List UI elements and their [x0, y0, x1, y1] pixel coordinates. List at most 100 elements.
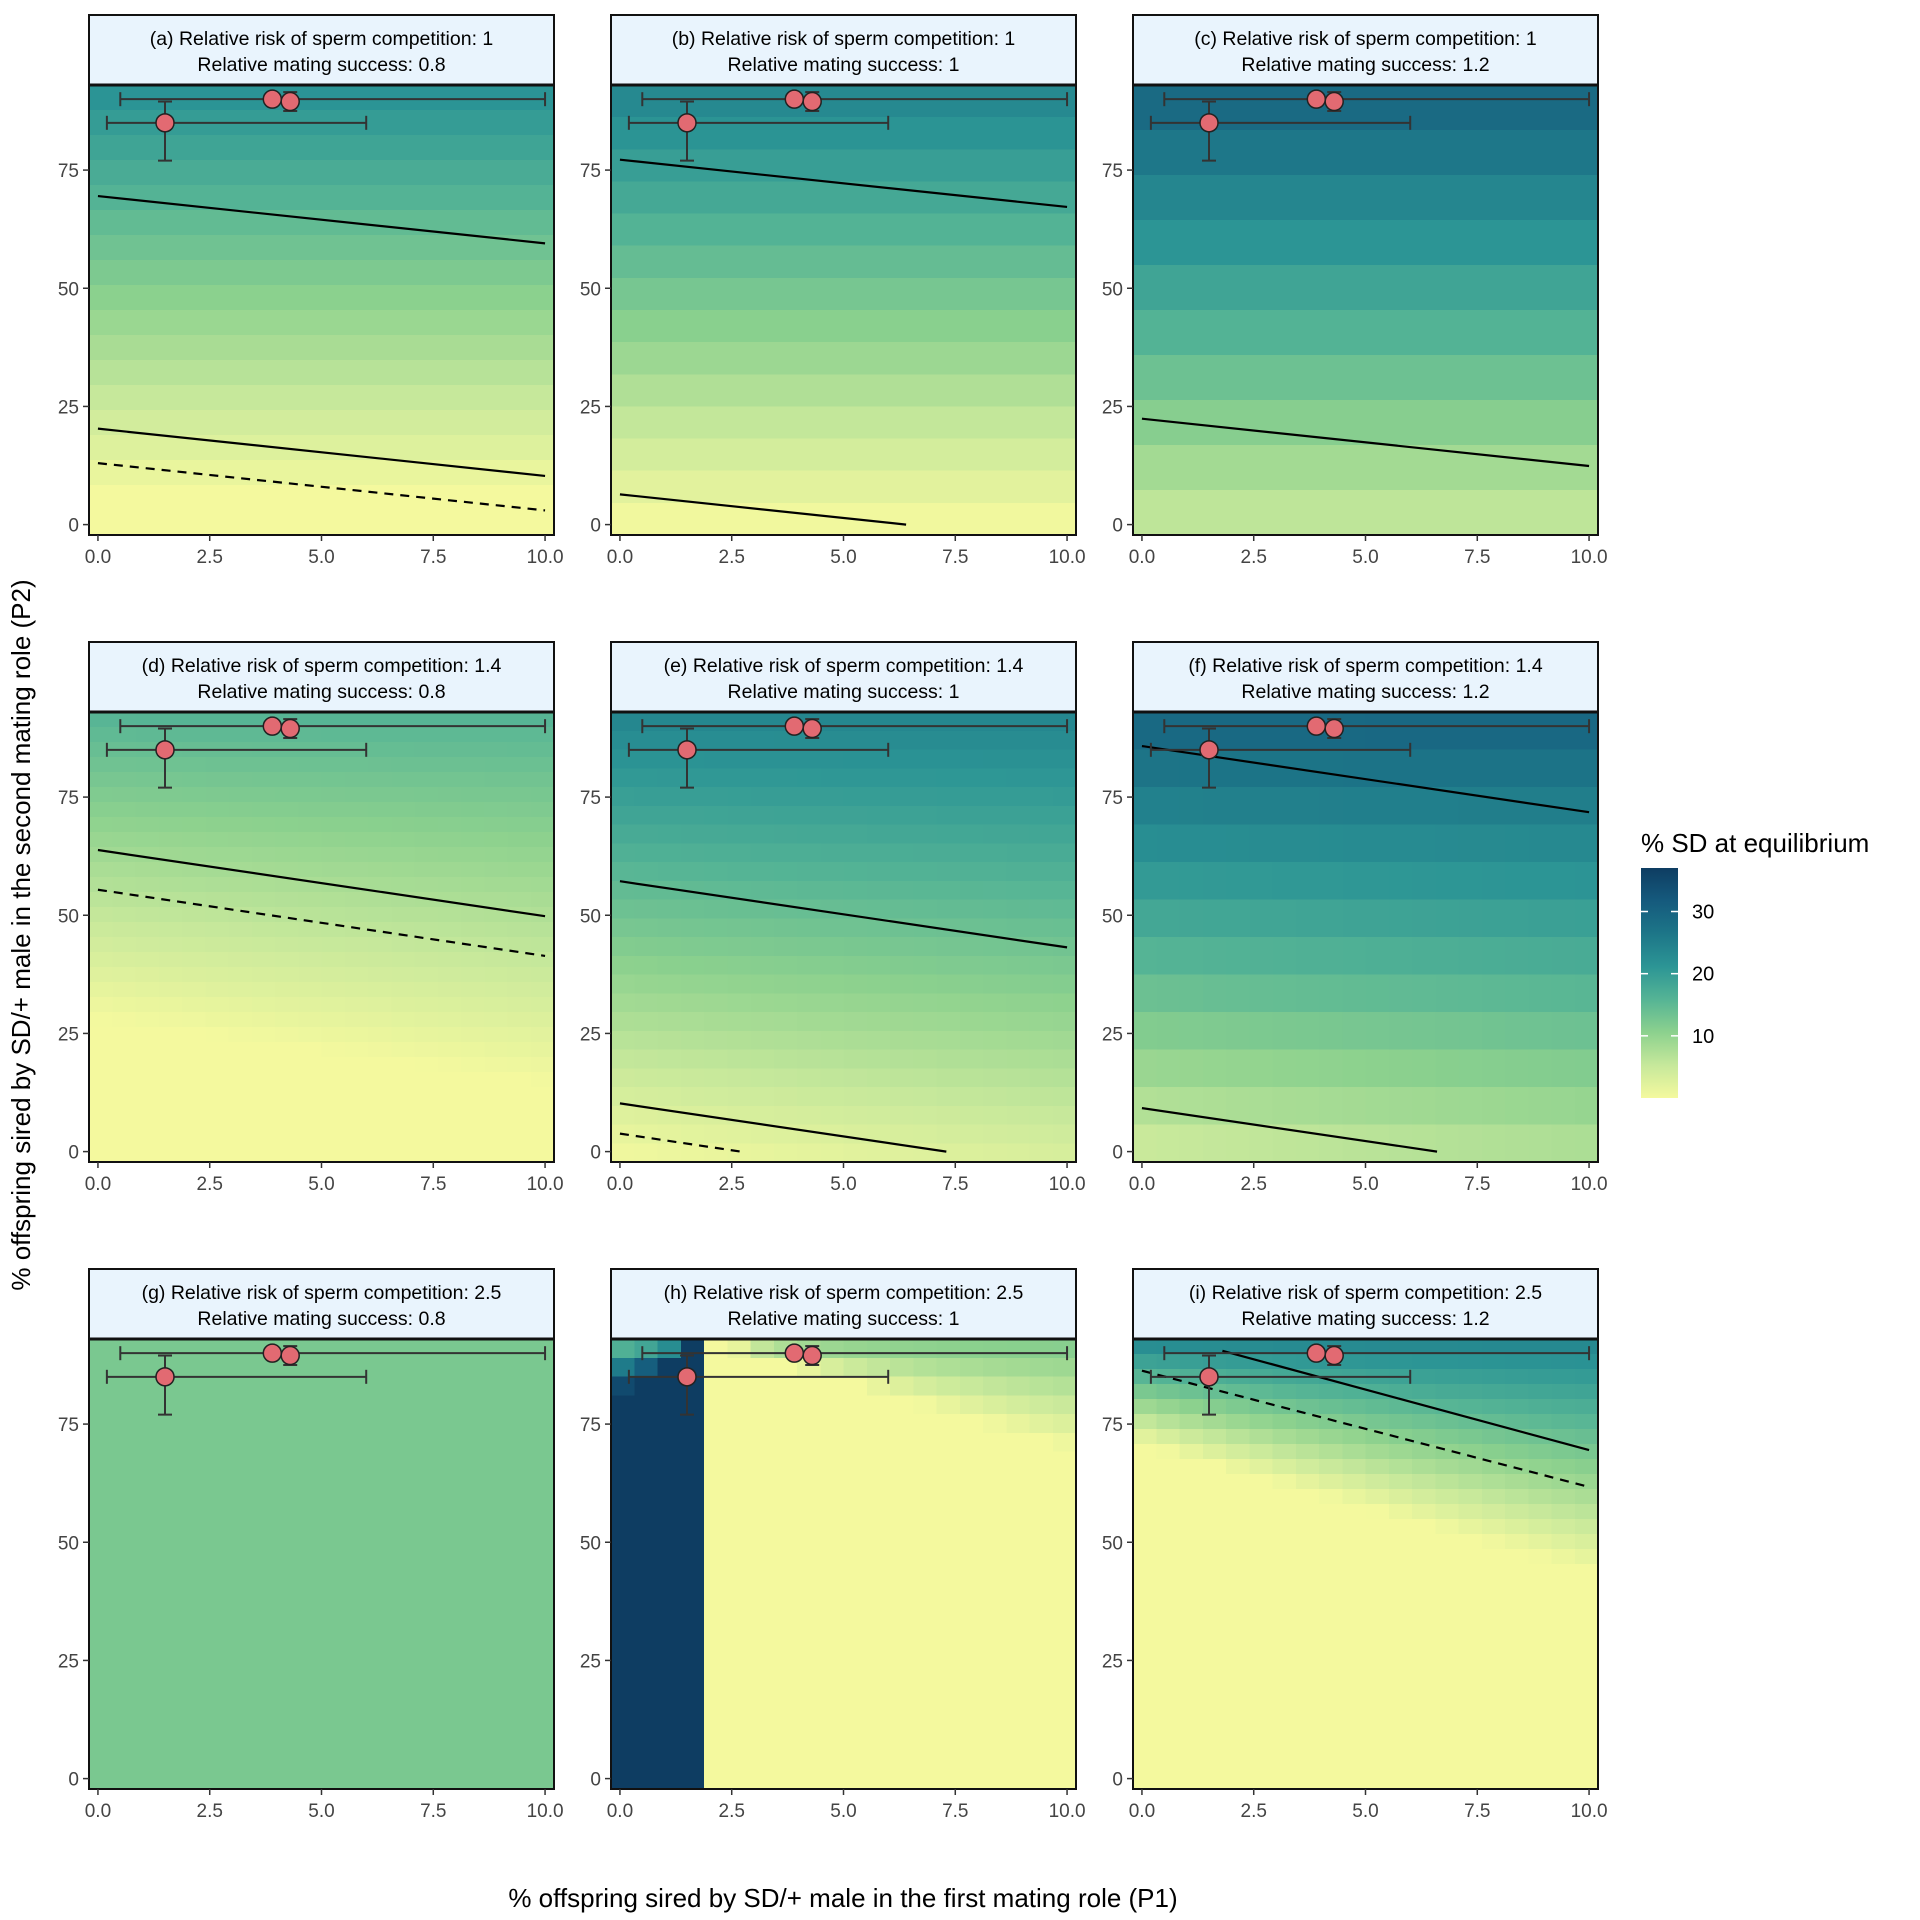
- heatmap-cell: [484, 410, 509, 436]
- heatmap-cell: [1551, 1087, 1576, 1126]
- heatmap-cell: [391, 727, 416, 743]
- heatmap-cell: [1052, 880, 1077, 901]
- heatmap-cell: [1052, 899, 1077, 919]
- heatmap-cell: [866, 749, 891, 769]
- heatmap-cell: [112, 210, 137, 236]
- heatmap-cell: [1551, 400, 1576, 446]
- heatmap-cell: [1202, 1534, 1227, 1550]
- heatmap-cell: [1551, 1684, 1576, 1700]
- heatmap-cell: [797, 1432, 821, 1453]
- heatmap-cell: [1179, 1339, 1204, 1355]
- heatmap-cell: [936, 1087, 961, 1107]
- heatmap-cell: [704, 1414, 728, 1434]
- heatmap-cell: [750, 1620, 775, 1640]
- heatmap-cell: [275, 787, 299, 803]
- heatmap-cell: [657, 712, 682, 732]
- heatmap-cell: [182, 817, 206, 833]
- heatmap-cell: [298, 802, 323, 818]
- heatmap-cell: [1006, 843, 1031, 863]
- heatmap-cell: [321, 135, 346, 161]
- heatmap-cell: [983, 213, 1007, 247]
- heatmap-cell: [820, 1049, 845, 1069]
- heatmap-cell: [1006, 1620, 1031, 1640]
- heatmap-cell: [820, 342, 845, 375]
- x-tick-label: 7.5: [420, 1174, 446, 1195]
- heatmap-cell: [1133, 1579, 1157, 1595]
- heatmap-cell: [391, 85, 416, 111]
- heatmap-cell: [251, 1147, 276, 1163]
- heatmap-cell: [1295, 1384, 1320, 1400]
- heatmap-cell: [1412, 1429, 1436, 1445]
- heatmap-cell: [750, 342, 775, 375]
- heatmap-cell: [1365, 1414, 1390, 1430]
- heatmap-cell: [437, 772, 462, 788]
- heatmap-cell: [1458, 1124, 1483, 1163]
- heatmap-cell: [368, 210, 392, 236]
- heatmap-cell: [959, 277, 984, 311]
- heatmap-cell: [1179, 787, 1204, 826]
- heatmap-cell: [275, 360, 299, 386]
- heatmap-cell: [727, 310, 752, 343]
- heatmap-cell: [1272, 1384, 1297, 1400]
- heatmap-cell: [1342, 974, 1367, 1013]
- heatmap-cell: [820, 1564, 845, 1584]
- x-tick-label: 0.0: [85, 1801, 111, 1822]
- heatmap-cell: [1551, 1654, 1576, 1670]
- heatmap-cell: [1551, 787, 1576, 826]
- heatmap-cell: [1179, 130, 1204, 176]
- heatmap-cell: [983, 1376, 1007, 1396]
- heatmap-cell: [1156, 1744, 1181, 1760]
- heatmap-cell: [727, 1657, 752, 1678]
- heatmap-cell: [820, 993, 845, 1013]
- heatmap-cell: [1249, 175, 1274, 221]
- heatmap-cell: [484, 997, 509, 1013]
- heatmap-cell: [936, 1526, 961, 1546]
- heatmap-cell: [1551, 1699, 1576, 1715]
- heatmap-cell: [820, 1732, 845, 1753]
- heatmap-cell: [634, 1357, 659, 1378]
- heatmap-cell: [936, 1357, 961, 1378]
- heatmap-cell: [1551, 712, 1576, 751]
- heatmap-cell: [1388, 445, 1413, 491]
- heatmap-cell: [1342, 310, 1367, 356]
- heatmap-cell: [1052, 1376, 1077, 1396]
- panel-title: (d) Relative risk of sperm competition: …: [142, 655, 502, 677]
- heatmap-cell: [657, 1620, 682, 1640]
- heatmap-cell: [820, 1376, 845, 1396]
- heatmap-cell: [1574, 175, 1599, 221]
- heatmap-cell: [1006, 1770, 1031, 1790]
- heatmap-cell: [1551, 310, 1576, 356]
- heatmap-cell: [1458, 1594, 1483, 1610]
- heatmap-cell: [507, 832, 532, 848]
- heatmap-cell: [1272, 1624, 1297, 1640]
- heatmap-cell: [913, 730, 938, 751]
- heatmap-cell: [112, 85, 137, 111]
- y-tick-label: 75: [1102, 788, 1123, 809]
- heatmap-cell: [820, 955, 845, 976]
- heatmap-cell: [1272, 712, 1297, 751]
- heatmap-cell: [461, 1057, 485, 1073]
- heatmap-cell: [1365, 1444, 1390, 1460]
- heatmap-cell: [1295, 787, 1320, 826]
- heatmap-cell: [135, 410, 160, 436]
- heatmap-cell: [368, 757, 392, 773]
- x-tick-label: 2.5: [197, 1174, 223, 1195]
- heatmap-cell: [1505, 310, 1529, 356]
- heatmap-cell: [1006, 749, 1031, 769]
- heatmap-cell: [1528, 937, 1553, 976]
- heatmap-cell: [773, 880, 798, 901]
- heatmap-cell: [507, 210, 532, 236]
- heatmap-cell: [611, 277, 635, 311]
- heatmap-cell: [1319, 749, 1343, 788]
- heatmap-cell: [866, 899, 891, 919]
- heatmap-cell: [158, 937, 183, 953]
- heatmap-cell: [344, 907, 369, 923]
- heatmap-cell: [1029, 1470, 1054, 1490]
- heatmap-cell: [321, 937, 346, 953]
- heatmap-cell: [1179, 1609, 1204, 1625]
- heatmap-cell: [1202, 175, 1227, 221]
- heatmap-cell: [368, 335, 392, 361]
- heatmap-cell: [391, 210, 416, 236]
- heatmap-cell: [913, 749, 938, 769]
- heatmap-cell: [983, 843, 1007, 863]
